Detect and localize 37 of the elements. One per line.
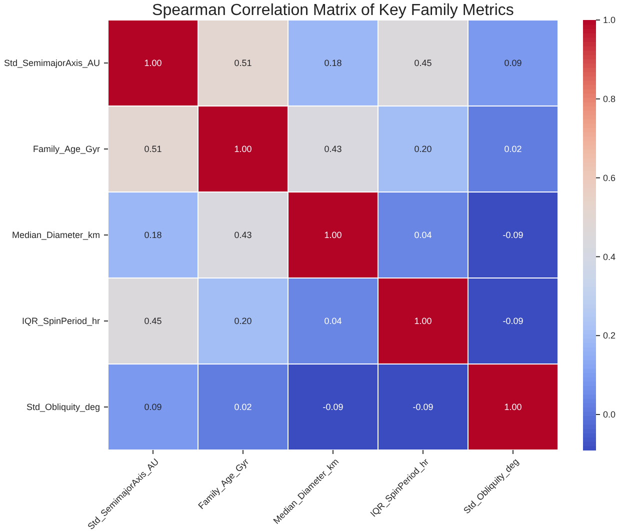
data-label: 0.18 — [324, 58, 342, 68]
data-label: -0.09 — [502, 230, 524, 240]
color-bar-label: 0.8 — [603, 94, 616, 104]
data-label: 0.09 — [504, 58, 522, 68]
color-bar-label: 0.6 — [603, 172, 616, 183]
data-label: 0.20 — [234, 316, 252, 326]
color-bar-label: 0.4 — [603, 252, 616, 262]
data-label: 0.04 — [324, 316, 342, 326]
data-label: 0.43 — [324, 144, 342, 154]
data-label: 0.45 — [144, 316, 162, 326]
color-bar-label: 0.0 — [603, 410, 616, 420]
data-label: 0.02 — [234, 402, 252, 412]
data-label: 1.00 — [414, 316, 432, 326]
chart-title: Spearman Correlation Matrix of Key Family Metrics — [152, 2, 514, 19]
data-label: 0.45 — [414, 58, 432, 68]
data-label: -0.09 — [322, 402, 344, 412]
data-label: 1.00 — [144, 58, 162, 68]
data-label: 0.51 — [144, 144, 162, 154]
color-bar-label: 1.0 — [603, 15, 616, 26]
data-label: 1.00 — [324, 230, 342, 240]
data-label: -0.09 — [502, 316, 524, 326]
data-label: -0.09 — [412, 402, 434, 412]
data-label: 0.09 — [144, 402, 162, 412]
data-label: 1.00 — [504, 402, 522, 412]
data-label: 1.00 — [234, 144, 252, 154]
data-label: 0.51 — [234, 58, 252, 68]
color-bar-label: 0.2 — [603, 330, 616, 341]
data-label: 0.18 — [144, 230, 162, 240]
y-tick-label: Family_Age_Gyr — [32, 144, 100, 154]
y-tick-label: Median_Diameter_km — [12, 230, 100, 240]
data-label: 0.02 — [504, 144, 522, 154]
y-tick-label: IQR_SpinPeriod_hr — [22, 316, 100, 326]
y-tick-label: Std_SemimajorAxis_AU — [4, 58, 100, 68]
y-tick-label: Std_Obliquity_deg — [26, 402, 100, 412]
data-label: 0.20 — [414, 144, 432, 154]
data-label: 0.43 — [234, 230, 252, 240]
data-label: 0.04 — [414, 230, 432, 240]
